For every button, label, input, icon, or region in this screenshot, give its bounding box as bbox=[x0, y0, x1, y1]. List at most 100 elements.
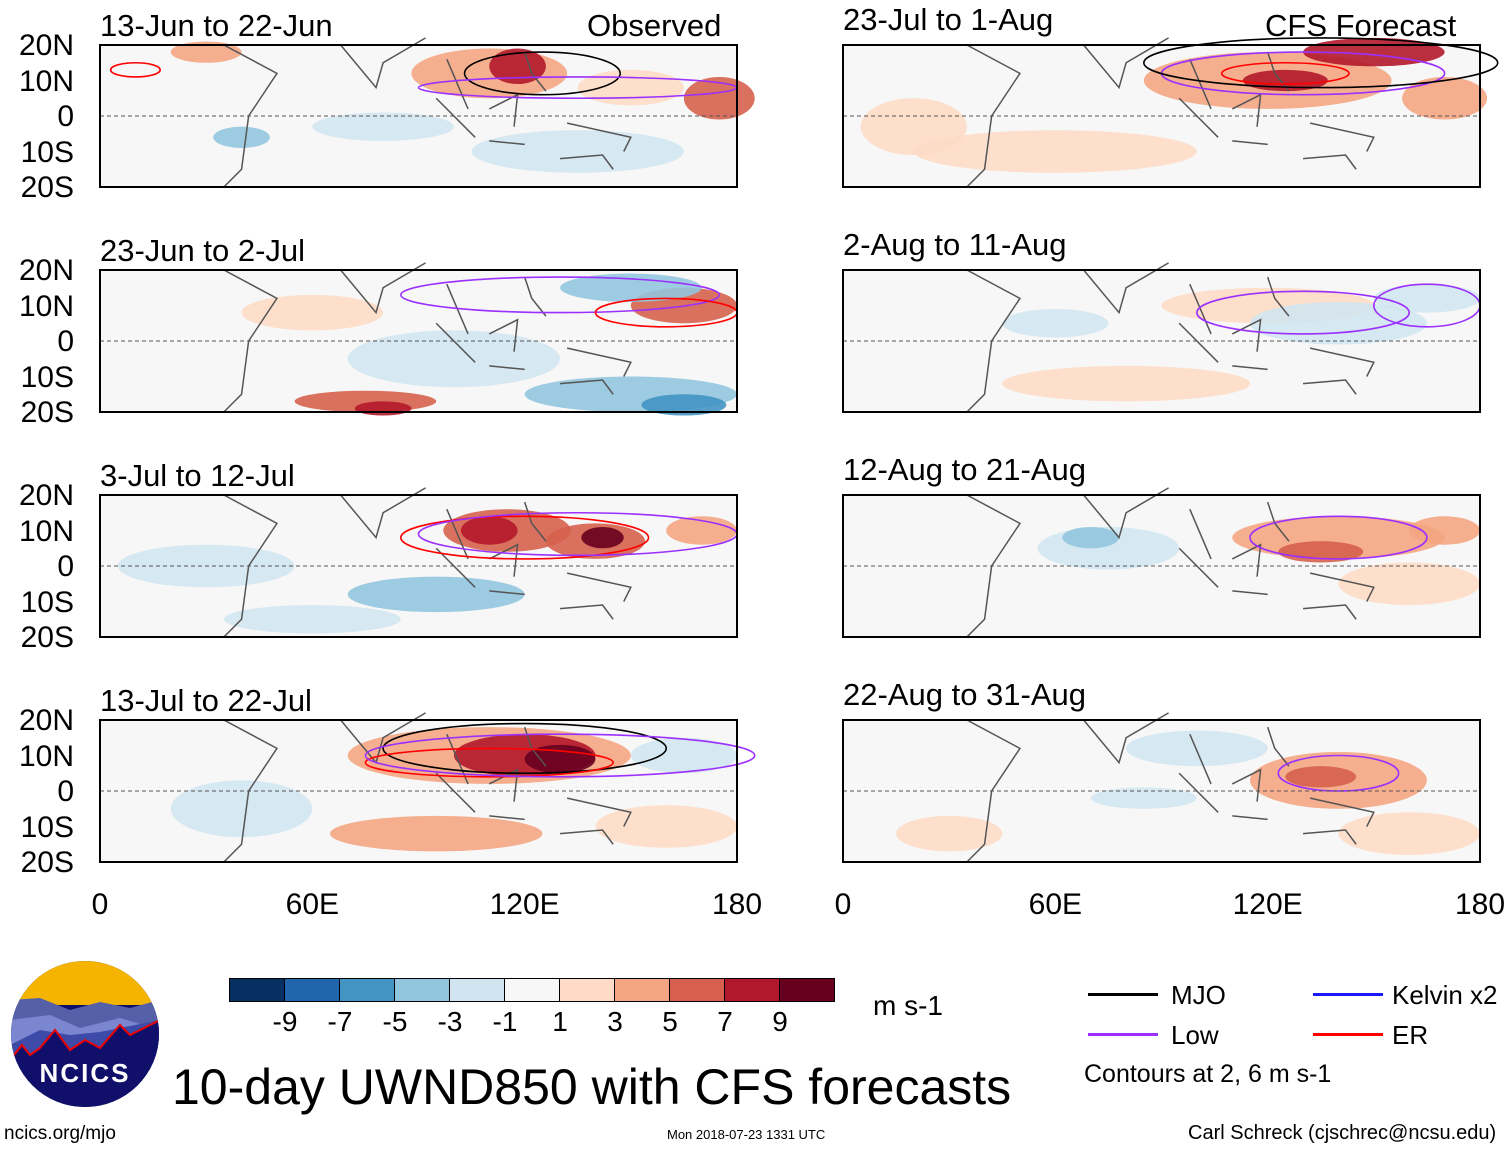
colorbar-label: -7 bbox=[327, 1006, 353, 1037]
panel-frame bbox=[842, 494, 1481, 638]
panel-title: 13-Jun to 22-Jun bbox=[100, 8, 333, 43]
anomaly-shading bbox=[354, 401, 412, 416]
anomaly-shading bbox=[471, 130, 684, 173]
anomaly-shading bbox=[641, 394, 727, 416]
panel-label-cfs-forecast: CFS Forecast bbox=[1265, 8, 1457, 43]
anomaly-shading bbox=[170, 41, 242, 63]
panel-frame bbox=[842, 269, 1481, 413]
legend-label-kelvin: Kelvin x2 bbox=[1392, 980, 1498, 1010]
anomaly-shading bbox=[347, 576, 525, 613]
panel-frame bbox=[99, 719, 738, 863]
x-tick-label: 120E bbox=[1232, 888, 1303, 921]
contour-line bbox=[1143, 37, 1499, 89]
legend-line-kelvin bbox=[1313, 993, 1383, 996]
x-tick-label: 180 bbox=[711, 888, 763, 921]
anomaly-shading bbox=[1285, 766, 1357, 788]
contour-line bbox=[1196, 290, 1411, 335]
panel-title: 22-Aug to 31-Aug bbox=[843, 677, 1087, 712]
x-tick-label: 120E bbox=[489, 888, 560, 921]
y-tick-label: 20S bbox=[20, 171, 74, 204]
colorbar-label: -9 bbox=[272, 1006, 298, 1037]
colorbar-swatch bbox=[450, 979, 505, 1001]
legend-label-low: Low bbox=[1171, 1020, 1219, 1050]
contour-line bbox=[400, 276, 721, 314]
figure-title: 10-day UWND850 with CFS forecasts bbox=[172, 1059, 1012, 1115]
y-tick-label: 10N bbox=[18, 514, 74, 548]
contour-line bbox=[382, 722, 668, 775]
y-tick-label: 10S bbox=[20, 135, 74, 169]
contour-line bbox=[364, 747, 614, 778]
y-tick-label: 20N bbox=[18, 479, 74, 512]
colorbar-swatch bbox=[340, 979, 395, 1001]
anomaly-shading bbox=[223, 605, 401, 634]
anomaly-shading bbox=[213, 126, 270, 148]
colorbar-label: 1 bbox=[552, 1006, 568, 1037]
anomaly-shading bbox=[560, 273, 702, 302]
coastline bbox=[878, 262, 1375, 413]
colorbar bbox=[229, 978, 835, 1002]
x-tick-label: 180 bbox=[1454, 888, 1506, 921]
anomaly-shading bbox=[1126, 730, 1268, 767]
anomaly-shading bbox=[1338, 562, 1480, 606]
anomaly-shading bbox=[347, 330, 561, 388]
colorbar-label: 3 bbox=[607, 1006, 623, 1037]
x-tick-label: 60E bbox=[285, 888, 340, 921]
y-tick-label: 20N bbox=[18, 29, 74, 62]
panel-title: 13-Jul to 22-Jul bbox=[100, 683, 312, 718]
y-tick-label: 0 bbox=[57, 775, 74, 808]
colorbar-swatch bbox=[395, 979, 450, 1001]
y-tick-label: 0 bbox=[57, 325, 74, 358]
contour-line bbox=[1220, 61, 1350, 85]
y-tick-label: 10N bbox=[18, 64, 74, 98]
contour-line bbox=[109, 61, 161, 78]
colorbar-units: m s-1 bbox=[873, 990, 943, 1021]
map-panel bbox=[842, 37, 1499, 188]
y-tick-label: 0 bbox=[57, 550, 74, 583]
map-panel bbox=[842, 262, 1481, 413]
ncics-logo: NCICS bbox=[11, 961, 159, 1107]
anomaly-shading bbox=[1062, 526, 1120, 549]
panel-title: 3-Jul to 12-Jul bbox=[100, 458, 295, 493]
panel-title: 23-Jul to 1-Aug bbox=[843, 2, 1054, 37]
anomaly-shading bbox=[1002, 365, 1250, 402]
anomaly-shading bbox=[411, 48, 568, 99]
map-panel bbox=[842, 487, 1481, 638]
panel-frame bbox=[99, 269, 738, 413]
contour-line bbox=[1249, 515, 1428, 560]
colorbar-label: -5 bbox=[382, 1006, 408, 1037]
panel-frame bbox=[842, 44, 1481, 188]
panel-label-observed: Observed bbox=[587, 8, 722, 43]
x-tick-label: 0 bbox=[834, 888, 852, 921]
anomaly-shading bbox=[460, 516, 518, 545]
anomaly-shading bbox=[170, 780, 313, 838]
panel-frame bbox=[99, 494, 738, 638]
colorbar-swatch bbox=[560, 979, 615, 1001]
panel-title: 12-Aug to 21-Aug bbox=[843, 452, 1087, 487]
anomaly-shading bbox=[1338, 812, 1480, 855]
contour-line bbox=[463, 51, 622, 96]
y-tick-label: 20N bbox=[18, 704, 74, 737]
y-tick-label: 10N bbox=[18, 739, 74, 773]
y-tick-label: 10S bbox=[20, 810, 74, 844]
colorbar-label: -3 bbox=[437, 1006, 463, 1037]
contour-line bbox=[1277, 754, 1400, 792]
anomaly-shading bbox=[595, 805, 737, 848]
footer-url[interactable]: ncics.org/mjo bbox=[4, 1123, 116, 1144]
colorbar-swatch bbox=[780, 979, 834, 1001]
coastline bbox=[135, 37, 632, 188]
anomaly-shading bbox=[630, 737, 738, 774]
colorbar-label: 7 bbox=[717, 1006, 733, 1037]
coastline bbox=[878, 37, 1375, 188]
map-panel bbox=[99, 262, 738, 416]
colorbar-swatch bbox=[230, 979, 285, 1001]
panel-frame bbox=[99, 44, 738, 188]
legend-line-mjo bbox=[1088, 993, 1158, 996]
contour-line bbox=[400, 515, 650, 560]
y-tick-label: 0 bbox=[57, 100, 74, 133]
anomaly-shading bbox=[312, 112, 454, 141]
footer-timestamp: Mon 2018-07-23 1331 UTC bbox=[667, 1127, 826, 1142]
anomaly-shading bbox=[860, 98, 967, 156]
colorbar-swatch bbox=[670, 979, 725, 1001]
anomaly-shading bbox=[1402, 76, 1488, 120]
anomaly-shading bbox=[581, 526, 624, 549]
